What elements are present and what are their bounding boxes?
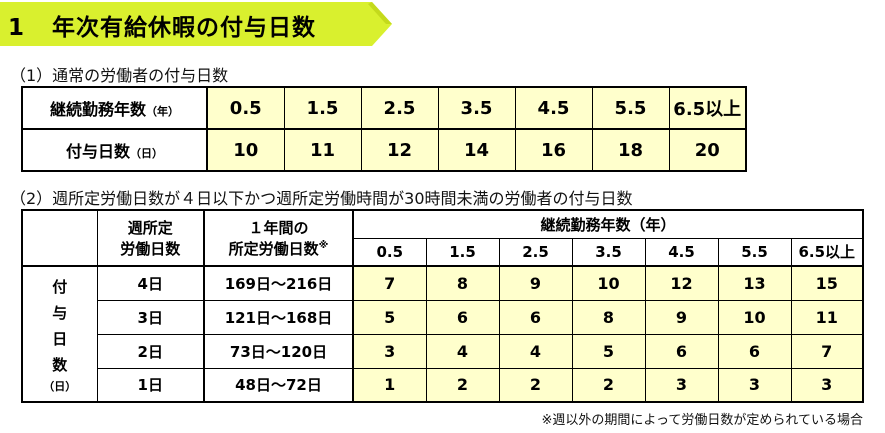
years-header-text: 継続勤務年数 <box>49 100 146 119</box>
table-row: 付 与 日 数 （日） 4日 169日～216日 7 8 9 10 12 13 … <box>21 265 864 403</box>
year-header-cell: 2.5 <box>498 237 573 267</box>
days-cell: 16 <box>514 128 593 172</box>
value-cell: 2 <box>425 367 500 403</box>
days-cell: 18 <box>591 128 670 172</box>
value-cell: 5 <box>352 299 427 335</box>
year-header-cell: 4.5 <box>644 237 719 267</box>
annual-days-cell: 121日～168日 <box>203 299 354 335</box>
section-banner: 1 年次有給休暇の付与日数 <box>0 2 392 46</box>
value-cell: 15 <box>790 265 864 301</box>
annual-days-header-line1: １年間の <box>248 219 309 237</box>
side-char: 数 <box>52 356 68 374</box>
value-cell: 11 <box>790 299 864 335</box>
weekly-days-header-line1: 週所定 <box>127 219 173 237</box>
year-cell: 2.5 <box>360 86 439 130</box>
header-row-1: 週所定 労働日数 １年間の 所定労働日数※ 継続勤務年数（年） <box>21 209 864 267</box>
value-cell: 5 <box>571 333 646 369</box>
value-cell: 6 <box>717 333 792 369</box>
side-unit: （日） <box>43 380 77 393</box>
footnote: ※週以外の期間によって労働日数が定められている場合 <box>541 413 863 428</box>
value-cell: 6 <box>425 299 500 335</box>
years-span-header: 継続勤務年数（年） <box>352 209 864 239</box>
value-cell: 4 <box>425 333 500 369</box>
weekly-days-cell: 2日 <box>96 333 205 369</box>
section-title: 1 年次有給休暇の付与日数 <box>8 8 316 42</box>
days-cell: 20 <box>668 128 747 172</box>
annual-days-cell: 169日～216日 <box>203 265 354 301</box>
years-header-unit: （年） <box>146 105 179 118</box>
side-char: 日 <box>52 330 68 348</box>
corner-cell <box>21 209 98 267</box>
weekly-days-cell: 3日 <box>96 299 205 335</box>
annual-days-cell: 48日～72日 <box>203 367 354 403</box>
value-cell: 6 <box>498 299 573 335</box>
days-header-text: 付与日数 <box>65 142 130 161</box>
section-title-text: 年次有給休暇の付与日数 <box>52 15 316 41</box>
normal-worker-table: 継続勤務年数（年） 0.5 1.5 2.5 3.5 4.5 5.5 6.5以上 … <box>21 86 747 172</box>
value-cell: 1 <box>352 367 427 403</box>
table-row: 2日 73日～120日 3 4 4 5 6 6 7 <box>22 333 864 369</box>
value-cell: 9 <box>644 299 719 335</box>
table-row: 1日 48日～72日 1 2 2 2 3 3 3 <box>22 367 864 403</box>
weekly-days-header: 週所定 労働日数 <box>96 209 205 267</box>
years-row: 継続勤務年数（年） 0.5 1.5 2.5 3.5 4.5 5.5 6.5以上 <box>21 86 747 130</box>
side-char: 付 <box>52 278 68 296</box>
value-cell: 12 <box>644 265 719 301</box>
weekly-days-cell: 1日 <box>96 367 205 403</box>
value-cell: 7 <box>352 265 427 301</box>
year-header-cell: 5.5 <box>717 237 792 267</box>
part-time-worker-table: 週所定 労働日数 １年間の 所定労働日数※ 継続勤務年数（年） 0.5 1.5 … <box>21 209 864 403</box>
year-header-cell: 0.5 <box>352 237 427 267</box>
year-cell: 1.5 <box>283 86 362 130</box>
year-cell: 6.5以上 <box>668 86 747 130</box>
annual-days-cell: 73日～120日 <box>203 333 354 369</box>
value-cell: 9 <box>498 265 573 301</box>
value-cell: 13 <box>717 265 792 301</box>
year-cell: 3.5 <box>437 86 516 130</box>
weekly-days-header-line2: 労働日数 <box>120 240 181 258</box>
value-cell: 10 <box>571 265 646 301</box>
weekly-days-cell: 4日 <box>96 265 205 301</box>
banner-shape <box>0 2 392 46</box>
value-cell: 2 <box>498 367 573 403</box>
days-cell: 14 <box>437 128 516 172</box>
subsection-2-heading: （2）週所定労働日数が４日以下かつ週所定労働時間が30時間未満の労働者の付与日数 <box>10 189 633 208</box>
days-cell: 12 <box>360 128 439 172</box>
header-row-2: 0.5 1.5 2.5 3.5 4.5 5.5 6.5以上 <box>22 237 864 267</box>
annual-days-header: １年間の 所定労働日数※ <box>203 209 354 267</box>
year-cell: 0.5 <box>206 86 285 130</box>
year-header-cell: 1.5 <box>425 237 500 267</box>
value-cell: 7 <box>790 333 864 369</box>
annual-days-note-mark: ※ <box>318 240 329 251</box>
value-cell: 8 <box>571 299 646 335</box>
value-cell: 3 <box>717 367 792 403</box>
value-cell: 3 <box>644 367 719 403</box>
value-cell: 3 <box>790 367 864 403</box>
value-cell: 10 <box>717 299 792 335</box>
value-cell: 8 <box>425 265 500 301</box>
days-cell: 10 <box>206 128 285 172</box>
granted-days-side-label: 付 与 日 数 （日） <box>21 265 98 403</box>
value-cell: 4 <box>498 333 573 369</box>
value-cell: 2 <box>571 367 646 403</box>
days-row-header: 付与日数（日） <box>21 128 208 172</box>
days-cell: 11 <box>283 128 362 172</box>
subsection-1-heading: （1）通常の労働者の付与日数 <box>10 66 229 85</box>
year-header-cell: 6.5以上 <box>790 237 864 267</box>
annual-days-header-line2: 所定労働日数 <box>228 240 319 258</box>
section-number: 1 <box>8 15 26 41</box>
year-cell: 4.5 <box>514 86 593 130</box>
days-row: 付与日数（日） 10 11 12 14 16 18 20 <box>21 128 747 172</box>
years-row-header: 継続勤務年数（年） <box>21 86 208 130</box>
year-header-cell: 3.5 <box>571 237 646 267</box>
value-cell: 6 <box>644 333 719 369</box>
value-cell: 3 <box>352 333 427 369</box>
table-row: 3日 121日～168日 5 6 6 8 9 10 11 <box>22 299 864 335</box>
side-char: 与 <box>52 304 68 322</box>
year-cell: 5.5 <box>591 86 670 130</box>
days-header-unit: （日） <box>130 147 163 160</box>
